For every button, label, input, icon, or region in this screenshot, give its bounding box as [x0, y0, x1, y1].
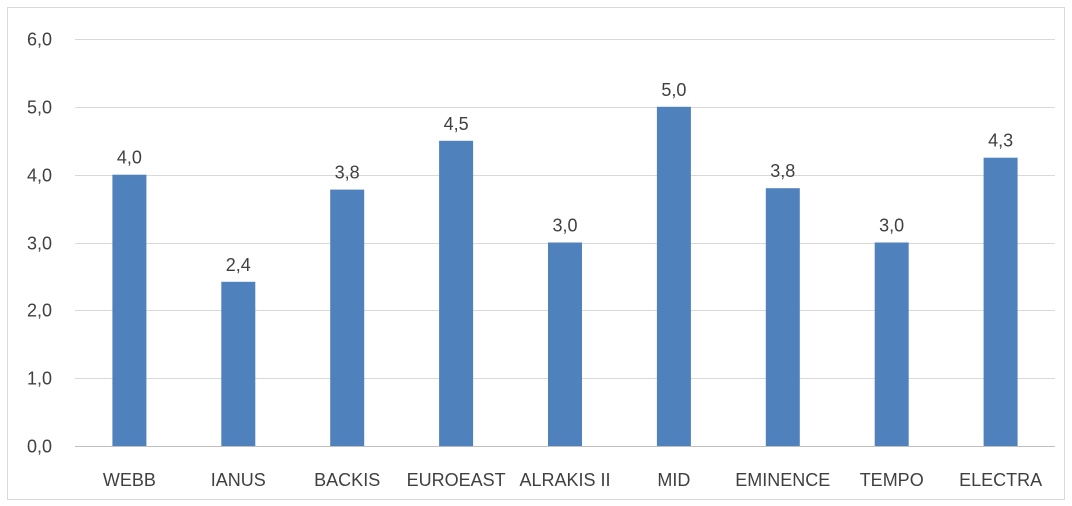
data-label: 4,0 [117, 148, 142, 168]
x-tick-label: IANUS [211, 470, 266, 490]
data-label: 5,0 [661, 80, 686, 100]
x-tick-label: WEBB [103, 470, 156, 490]
y-tick-label: 6,0 [27, 30, 52, 50]
x-tick-label: ELECTRA [959, 470, 1042, 490]
x-tick-label: BACKIS [314, 470, 380, 490]
bar [765, 188, 800, 446]
bar [548, 242, 582, 446]
data-label: 3,8 [770, 161, 795, 181]
data-label: 2,4 [226, 255, 251, 275]
bar [330, 189, 365, 446]
bar [656, 106, 691, 447]
y-tick-label: 4,0 [27, 166, 52, 186]
data-label: 3,0 [879, 216, 904, 236]
data-label: 4,5 [444, 114, 469, 134]
y-tick-label: 5,0 [27, 98, 52, 118]
y-tick-label: 3,0 [27, 234, 52, 254]
x-tick-label: ALRAKIS II [519, 470, 610, 490]
data-label: 3,0 [552, 216, 577, 236]
y-tick-label: 1,0 [27, 369, 52, 389]
y-tick-label: 0,0 [27, 437, 52, 457]
x-tick-label: TEMPO [860, 470, 924, 490]
data-label: 3,8 [335, 163, 360, 183]
bar [112, 174, 147, 446]
bar [439, 140, 474, 447]
x-tick-label: EMINENCE [735, 470, 830, 490]
x-tick-label: EUROEAST [407, 470, 506, 490]
bar [983, 157, 1018, 446]
x-tick-label: MID [657, 470, 690, 490]
bar [221, 281, 256, 446]
y-tick-label: 2,0 [27, 301, 52, 321]
bar [874, 242, 909, 446]
data-label: 4,3 [988, 131, 1013, 151]
